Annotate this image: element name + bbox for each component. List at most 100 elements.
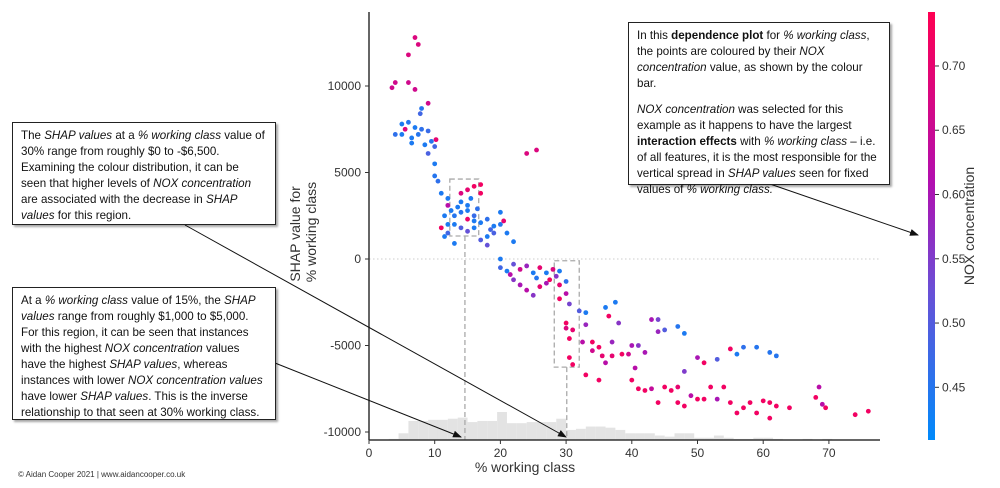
data-point xyxy=(478,182,484,188)
data-point xyxy=(389,85,395,91)
data-point xyxy=(580,339,585,345)
histogram-bar xyxy=(585,426,596,440)
data-point xyxy=(819,401,825,407)
colorbar-tick-label: 0.65 xyxy=(942,123,966,137)
data-point xyxy=(695,355,700,361)
data-point xyxy=(432,173,438,179)
data-point xyxy=(655,329,661,335)
annotation-text: seen for fixed values of xyxy=(637,167,869,196)
data-point xyxy=(530,292,536,298)
annotation-text: NOX concentration xyxy=(637,45,825,74)
data-point xyxy=(609,339,615,345)
histogram-bar xyxy=(704,437,714,440)
data-point xyxy=(570,362,576,367)
data-point xyxy=(465,208,470,213)
data-point xyxy=(576,308,582,314)
colorbar xyxy=(928,12,935,440)
data-point xyxy=(649,317,654,322)
data-point xyxy=(550,266,556,272)
data-point xyxy=(491,230,497,236)
annotation-text: SHAP values xyxy=(44,129,113,142)
data-point xyxy=(787,405,792,411)
data-point xyxy=(452,241,457,246)
annotation-text: . This is the inverse relationship to th… xyxy=(21,390,260,419)
data-point xyxy=(475,206,480,212)
data-point xyxy=(517,282,523,288)
colorbar-tick-label: 0.70 xyxy=(942,59,966,73)
data-point xyxy=(662,327,668,333)
annotation-paragraph: At a % working class value of 15%, the S… xyxy=(21,293,267,421)
x-tick-label: 60 xyxy=(757,446,771,460)
data-point xyxy=(649,386,654,392)
data-point xyxy=(609,353,615,359)
data-point xyxy=(852,412,858,418)
data-point xyxy=(425,100,431,106)
data-point xyxy=(767,350,773,355)
annotation-text: are associated with the decrease in xyxy=(21,193,206,206)
colorbar-ticks: 0.45 0.50 0.55 0.60 0.65 0.70 xyxy=(935,59,966,394)
data-point xyxy=(566,336,572,341)
x-tick-label: 30 xyxy=(559,446,573,460)
histogram-bar xyxy=(753,437,764,440)
data-point xyxy=(655,400,661,405)
data-point xyxy=(438,225,444,231)
data-point xyxy=(773,353,779,359)
histogram-bar xyxy=(516,423,527,440)
data-point xyxy=(517,266,523,272)
data-point xyxy=(616,320,622,326)
data-point xyxy=(432,161,438,167)
annotation-text: with xyxy=(736,135,764,148)
data-point xyxy=(596,377,602,383)
colorbar-tick-label: 0.50 xyxy=(942,316,966,330)
data-point xyxy=(813,395,819,400)
annotation-text: SHAP values xyxy=(21,294,256,323)
data-point xyxy=(727,400,733,405)
annotation-text: The xyxy=(21,129,45,142)
annotation-text: SHAP values xyxy=(21,193,238,222)
x-tick-label: 70 xyxy=(822,446,836,460)
data-point xyxy=(452,213,457,219)
data-point xyxy=(504,230,510,236)
x-axis-label: % working class xyxy=(475,459,575,475)
data-point xyxy=(642,388,648,393)
data-point xyxy=(681,403,687,409)
data-point xyxy=(767,415,773,421)
annotation-text: values have the highest xyxy=(21,342,240,371)
annotation-text: interaction effects xyxy=(637,135,737,148)
data-point xyxy=(681,330,687,336)
data-point xyxy=(458,199,464,205)
x-tick-label: 50 xyxy=(691,446,705,460)
histogram-bar xyxy=(536,422,547,440)
data-point xyxy=(498,256,503,262)
data-point xyxy=(612,299,618,305)
data-point xyxy=(409,140,415,146)
annotation-text: % working class xyxy=(44,294,128,307)
histogram-bar xyxy=(625,433,636,440)
annotation-paragraph: In this dependence plot for % working cl… xyxy=(637,28,881,92)
data-point xyxy=(498,209,503,215)
data-point xyxy=(635,386,641,392)
data-point xyxy=(478,220,484,226)
annotation-text: – i.e. of all features, it is the most r… xyxy=(637,135,877,180)
data-point xyxy=(747,400,753,405)
histogram-bar xyxy=(457,417,468,440)
data-point xyxy=(570,327,576,333)
histogram-bar xyxy=(605,427,616,440)
data-point xyxy=(452,222,457,227)
data-point xyxy=(484,234,490,239)
y-tick-label: 5000 xyxy=(334,166,361,180)
histogram-bar xyxy=(546,422,557,440)
annotation-text: SHAP values xyxy=(80,390,149,403)
data-point xyxy=(422,142,428,148)
data-point xyxy=(583,310,589,316)
data-point xyxy=(599,353,605,359)
y-axis-label-line1: SHAP value for xyxy=(287,186,303,282)
colorbar-label: NOX concentration xyxy=(961,167,977,285)
data-point xyxy=(438,190,444,196)
histogram-bar xyxy=(526,422,537,440)
histogram-bar xyxy=(408,420,419,440)
data-point xyxy=(675,400,681,405)
histogram xyxy=(388,412,833,440)
data-point xyxy=(566,301,572,307)
data-point xyxy=(433,137,439,143)
